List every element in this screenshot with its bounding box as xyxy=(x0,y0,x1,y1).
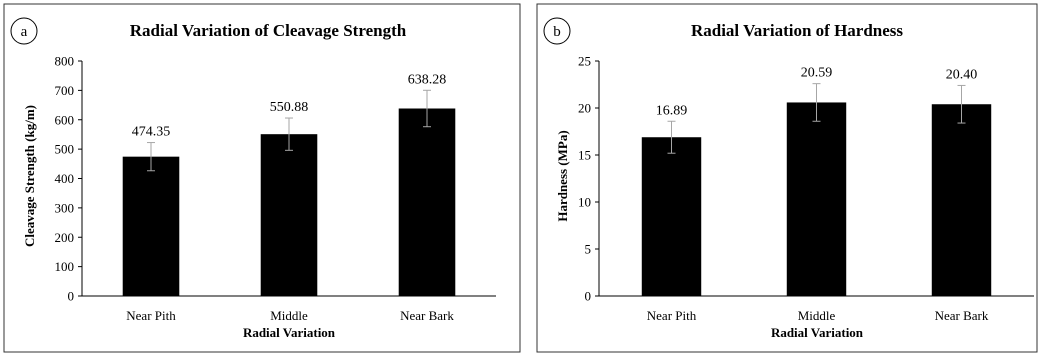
panel-a-y-tick-label: 800 xyxy=(55,54,75,69)
panel-a-x-tick-label: Near Bark xyxy=(400,308,454,323)
panel-a-xlabel: Radial Variation xyxy=(243,325,336,340)
panel-b-y-tick-label: 25 xyxy=(578,54,591,69)
panel-b-y-tick-label: 0 xyxy=(585,289,592,304)
panel-b-x-tick-label: Near Pith xyxy=(647,308,697,323)
panel-b: b Radial Variation of Hardness Hardness … xyxy=(536,3,1038,353)
panel-b-data-label: 20.40 xyxy=(946,67,978,82)
panel-a-data-label: 638.28 xyxy=(408,72,447,87)
panel-b-bar xyxy=(931,104,992,297)
panel-b-x-tick-label: Middle xyxy=(798,308,836,323)
panel-a-bar xyxy=(398,108,456,296)
panel-a-y-tick-label: 600 xyxy=(55,112,75,127)
panel-a-x-tick-label: Middle xyxy=(270,308,308,323)
panel-b-bar xyxy=(641,137,702,296)
panel-b-plot: 0 5 10 15 20 25 16.89 Near Pith 20.59 Middle 20.40… xyxy=(578,54,1034,323)
panel-a-y-tick-label: 400 xyxy=(55,171,75,186)
panel-a-x-tick-label: Near Pith xyxy=(126,308,176,323)
panel-a-title: Radial Variation of Cleavage Strength xyxy=(130,21,407,40)
panel-a-y-tick-label: 0 xyxy=(68,289,75,304)
panel-a-bar xyxy=(122,156,180,296)
panel-b-bar xyxy=(786,102,847,296)
panel-a-y-tick-label: 200 xyxy=(55,230,75,245)
panel-a-data-label: 474.35 xyxy=(132,125,171,140)
panel-a-y-tick-label: 100 xyxy=(55,259,75,274)
panel-b-y-tick-label: 10 xyxy=(578,195,591,210)
panel-b-xlabel: Radial Variation xyxy=(771,325,864,340)
panel-b-y-tick-label: 5 xyxy=(585,242,592,257)
panel-b-data-label: 16.89 xyxy=(656,103,688,118)
panel-b-y-tick-label: 15 xyxy=(578,148,591,163)
panel-a-y-tick-label: 500 xyxy=(55,142,75,157)
panel-a-plot: 0 100 200 300 400 500 600 700 800 474.35 Near Pith… xyxy=(55,54,496,323)
panel-a-label: a xyxy=(21,24,28,40)
panel-a-bar xyxy=(260,134,318,296)
panel-b-label: b xyxy=(553,24,561,40)
panel-a-y-tick-label: 700 xyxy=(55,83,75,98)
panel-b-ylabel: Hardness (MPa) xyxy=(555,130,570,221)
panel-b-x-tick-label: Near Bark xyxy=(935,308,989,323)
panel-a: a Radial Variation of Cleavage Strength … xyxy=(3,3,521,353)
panel-b-y-tick-label: 20 xyxy=(578,101,591,116)
panel-b-data-label: 20.59 xyxy=(801,66,833,81)
panel-b-title: Radial Variation of Hardness xyxy=(691,21,903,40)
panel-a-ylabel: Cleavage Strength (kg/m) xyxy=(22,105,37,247)
panel-a-badge xyxy=(10,17,38,45)
panel-b-badge xyxy=(543,17,571,45)
panel-a-data-label: 550.88 xyxy=(270,100,309,115)
panel-a-y-tick-label: 300 xyxy=(55,200,75,215)
